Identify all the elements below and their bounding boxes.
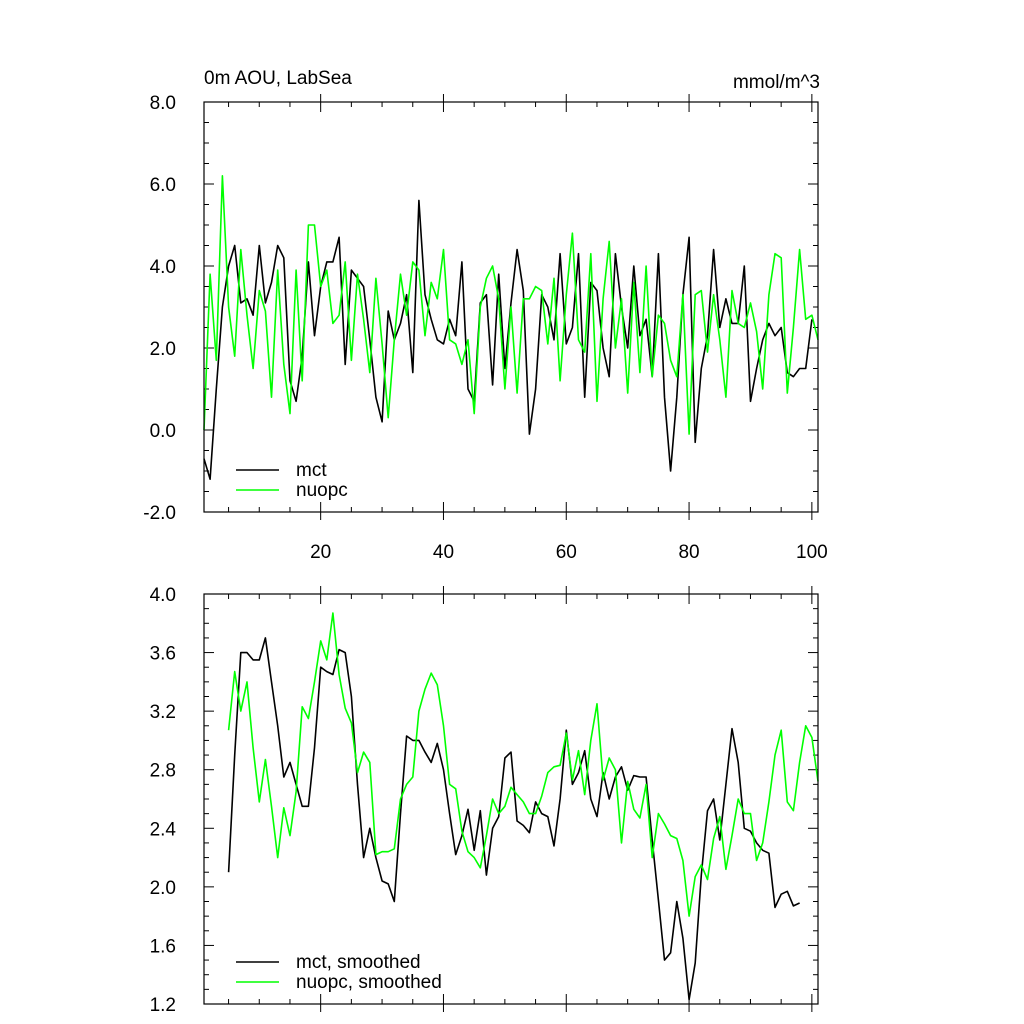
x-tick-label: 100 [796, 542, 828, 563]
y-tick-label: 1.2 [150, 995, 176, 1016]
y-tick-label: 2.0 [150, 878, 176, 899]
legend-label: nuopc, smoothed [296, 972, 442, 993]
bottom-axes-ticks: 1.2 1.6 2.0 2.4 2.8 3.2 3.6 4.0 [150, 585, 818, 1016]
top-series-lines [203, 175, 819, 481]
y-tick-label: 2.0 [150, 339, 176, 360]
bottom-panel: 1.2 1.6 2.0 2.4 2.8 3.2 3.6 4.0 mct, smoothednu… [150, 585, 819, 1016]
y-tick-label: 0.0 [150, 421, 176, 442]
top-axes-ticks: -2.0 0.0 2.0 4.0 6.0 8.0 20 40 60 80 100 [143, 93, 827, 563]
bottom-series-lines [227, 612, 819, 1001]
y-tick-label: 4.0 [150, 257, 176, 278]
legend-label: nuopc [296, 480, 348, 501]
x-tick-label: 40 [433, 542, 454, 563]
y-tick-label: 6.0 [150, 175, 176, 196]
y-tick-label: 4.0 [150, 585, 176, 606]
series-line-nuopc [203, 175, 819, 435]
y-tick-label: 2.8 [150, 761, 176, 782]
y-tick-label: 2.4 [150, 819, 177, 840]
series-line-nuopc-smoothed [227, 612, 819, 917]
top-panel: 0m AOU, LabSea mmol/m^3 -2.0 0.0 2.0 4.0 6.0… [143, 68, 827, 563]
y-tick-label: -2.0 [143, 503, 176, 524]
units-label: mmol/m^3 [733, 72, 820, 93]
bottom-plot-frame [203, 593, 819, 1005]
series-line-mct-smoothed [227, 637, 800, 1001]
y-tick-label: 1.6 [150, 936, 176, 957]
y-tick-label: 8.0 [150, 93, 176, 114]
x-tick-label: 60 [556, 542, 577, 563]
x-tick-label: 20 [310, 542, 331, 563]
y-tick-label: 3.6 [150, 644, 176, 665]
x-tick-label: 80 [678, 542, 699, 563]
y-tick-label: 3.2 [150, 702, 176, 723]
chart-title: 0m AOU, LabSea [204, 68, 352, 89]
legend-label: mct [296, 460, 327, 481]
legend-label: mct, smoothed [296, 952, 421, 973]
top-plot-frame [203, 101, 819, 513]
